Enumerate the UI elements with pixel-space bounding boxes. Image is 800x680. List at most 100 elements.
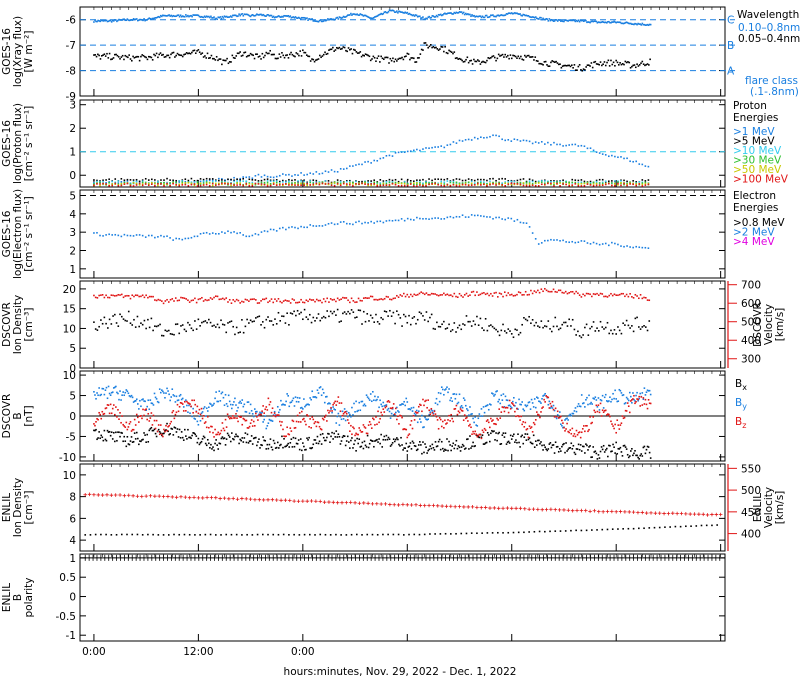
data-point <box>492 55 495 57</box>
data-point <box>423 451 425 454</box>
data-point <box>492 419 494 421</box>
data-point <box>595 20 598 23</box>
data-point <box>649 393 652 396</box>
data-point <box>242 176 245 178</box>
flare-class-label: A <box>727 66 735 78</box>
data-point <box>370 162 372 164</box>
data-point <box>368 442 371 445</box>
data-point <box>607 155 610 158</box>
data-point <box>548 400 551 403</box>
data-point <box>525 222 528 225</box>
data-point <box>245 183 248 185</box>
data-point <box>315 396 318 399</box>
data-point <box>116 20 118 23</box>
data-point <box>598 152 601 154</box>
data-point <box>200 407 203 410</box>
data-point <box>370 439 373 442</box>
data-point <box>467 409 469 412</box>
data-point <box>378 298 381 301</box>
data-point <box>300 180 302 182</box>
data-point <box>516 407 518 410</box>
data-point <box>549 402 552 405</box>
data-point <box>623 444 626 447</box>
data-point <box>528 183 531 185</box>
data-point <box>580 68 582 71</box>
data-point <box>175 15 178 17</box>
data-point <box>438 400 441 403</box>
data-point <box>458 393 461 396</box>
data-point <box>131 428 134 431</box>
data-point <box>469 13 471 16</box>
data-point <box>462 419 465 421</box>
data-point <box>258 14 260 16</box>
data-point <box>343 311 346 313</box>
data-point <box>294 55 296 58</box>
data-point <box>266 183 269 186</box>
data-point <box>236 232 238 235</box>
data-point <box>594 60 597 63</box>
data-point <box>611 154 613 157</box>
data-point <box>556 414 559 416</box>
data-point <box>269 180 272 183</box>
data-point <box>145 441 147 443</box>
data-point <box>420 444 422 446</box>
data-point <box>220 429 223 432</box>
data-point <box>566 292 569 295</box>
data-point <box>583 445 585 448</box>
legend-item: >2 MeV <box>733 227 775 239</box>
data-point <box>279 420 281 423</box>
data-point <box>544 239 546 242</box>
data-point <box>428 178 430 180</box>
data-point <box>336 182 339 185</box>
data-point <box>198 51 201 54</box>
data-point <box>387 296 389 298</box>
data-point <box>244 419 247 422</box>
data-point <box>643 387 646 389</box>
data-point <box>469 435 471 437</box>
data-point <box>247 401 250 403</box>
data-point <box>189 403 191 405</box>
data-point <box>345 412 348 415</box>
data-point <box>192 411 194 414</box>
data-point <box>137 55 140 58</box>
data-point <box>269 14 272 17</box>
data-point <box>553 452 556 454</box>
data-point <box>322 418 325 421</box>
data-point <box>305 54 308 56</box>
data-point <box>166 182 168 185</box>
data-point <box>611 180 613 182</box>
data-point <box>583 185 586 187</box>
data-point <box>440 180 443 183</box>
data-point <box>594 396 597 398</box>
data-point <box>471 14 473 16</box>
data-point <box>318 173 321 175</box>
data-point <box>313 20 316 22</box>
data-point <box>317 313 320 315</box>
data-point <box>208 182 211 184</box>
data-point <box>626 22 629 24</box>
data-point <box>643 325 645 327</box>
data-point <box>407 434 410 437</box>
data-point <box>515 415 517 418</box>
data-point <box>483 183 485 186</box>
data-point <box>349 447 351 449</box>
data-point <box>488 57 491 60</box>
data-point <box>624 402 627 404</box>
data-point <box>477 15 480 18</box>
data-point <box>305 299 308 302</box>
data-point <box>288 405 291 408</box>
data-point <box>150 18 153 21</box>
data-point <box>303 183 305 186</box>
data-point <box>347 47 350 49</box>
data-point <box>579 405 582 408</box>
data-point <box>267 422 270 424</box>
data-point <box>458 139 461 142</box>
data-point <box>157 184 159 187</box>
data-point <box>286 312 288 315</box>
data-point <box>317 421 320 424</box>
data-point <box>260 181 263 184</box>
data-point <box>196 441 199 444</box>
data-point <box>625 396 628 399</box>
data-point <box>193 417 196 420</box>
data-point <box>297 174 299 177</box>
